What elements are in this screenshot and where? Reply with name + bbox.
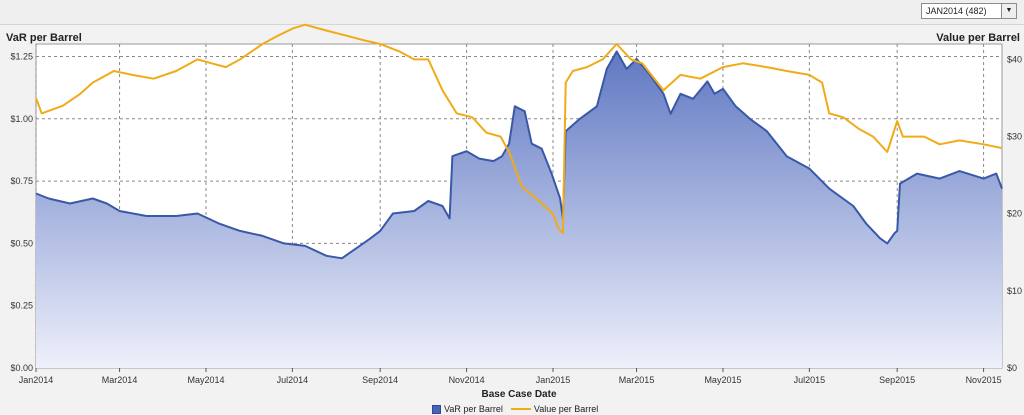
legend-label-var: VaR per Barrel [444, 404, 503, 414]
toolbar [0, 0, 1024, 25]
chevron-down-icon[interactable]: ▼ [1001, 4, 1016, 18]
left-axis-title: VaR per Barrel [6, 32, 82, 44]
y-left-tick-label: $0.50 [10, 238, 33, 248]
y-left-tick-label: $0.00 [10, 363, 33, 373]
y-right-tick-label: $0 [1007, 363, 1017, 373]
var-series-line [35, 50, 1003, 260]
x-axis-title: Base Case Date [481, 389, 556, 400]
y-left-tick-label: $1.00 [10, 114, 33, 124]
y-right-tick-label: $10 [1007, 286, 1022, 296]
y-left-tick-label: $1.25 [10, 51, 33, 61]
y-right-tick-label: $20 [1007, 209, 1022, 219]
legend-item-value: Value per Barrel [510, 404, 599, 414]
x-tick-label: May2014 [187, 375, 224, 385]
x-tick-label: Jan2014 [19, 375, 54, 385]
y-left-tick-label: $0.25 [10, 301, 33, 311]
legend-swatch-value [510, 408, 531, 410]
x-tick-label: Jul2014 [277, 375, 309, 385]
x-tick-label: Jul2015 [794, 375, 826, 385]
period-select-value: JAN2014 (482) [926, 6, 987, 16]
period-select[interactable]: JAN2014 (482) ▼ [921, 3, 1017, 19]
x-tick-label: May2015 [704, 375, 741, 385]
value-series-line [35, 23, 1003, 234]
y-left-tick-label: $0.75 [10, 176, 33, 186]
legend: VaR per Barrel Value per Barrel [432, 403, 598, 415]
x-tick-label: Nov2014 [449, 375, 485, 385]
var-area-fill [36, 51, 1002, 368]
right-axis-title: Value per Barrel [936, 32, 1020, 44]
x-tick-label: Nov2015 [966, 375, 1002, 385]
y-right-tick-label: $30 [1007, 132, 1022, 142]
x-tick-label: Mar2014 [102, 375, 138, 385]
x-tick-label: Jan2015 [536, 375, 571, 385]
x-tick-label: Sep2014 [362, 375, 398, 385]
x-tick-label: Mar2015 [619, 375, 655, 385]
y-right-tick-label: $40 [1007, 54, 1022, 64]
x-tick-label: Sep2015 [879, 375, 915, 385]
legend-item-var: VaR per Barrel [432, 404, 503, 414]
legend-label-value: Value per Barrel [533, 404, 599, 414]
legend-swatch-var [432, 404, 441, 414]
